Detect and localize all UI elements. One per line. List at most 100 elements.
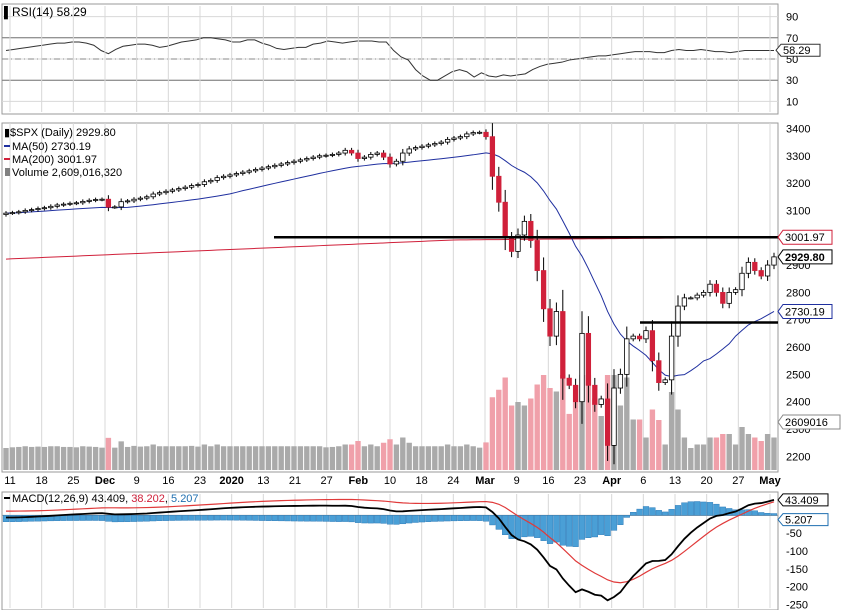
macd-histogram-bar <box>572 515 579 547</box>
candle-body <box>393 160 400 165</box>
macd-histogram-bar <box>162 515 170 521</box>
volume-bar <box>451 446 457 470</box>
candle-body <box>60 203 67 206</box>
volume-bar <box>438 446 444 470</box>
candle-body <box>496 175 502 203</box>
candle-body <box>617 373 624 389</box>
candle-body <box>201 181 208 185</box>
volume-bar <box>572 402 579 470</box>
volume-bar <box>112 447 118 470</box>
x-tick-label: Feb <box>349 475 369 487</box>
volume-bar <box>681 437 688 470</box>
candle-body <box>336 152 342 155</box>
x-tick-label: 13 <box>257 475 269 487</box>
volume-bar <box>201 444 208 470</box>
candle-body <box>3 212 9 215</box>
macd-histogram-bar <box>137 515 144 522</box>
macd-histogram-bar <box>28 515 35 522</box>
ma50-legend-text: MA(50) 2730.19 <box>12 141 91 153</box>
volume-bar <box>636 419 643 470</box>
price-tick-label: 3300 <box>786 151 810 163</box>
macd-histogram-bar <box>214 515 221 521</box>
macd-histogram-bar <box>265 515 272 521</box>
candle-body <box>259 167 265 170</box>
volume-bar <box>444 444 451 470</box>
candle-body <box>48 205 54 209</box>
macd-histogram-bar <box>770 513 778 516</box>
candle-body <box>764 264 771 277</box>
macd-histogram-last-value-box <box>777 513 829 527</box>
volume-bar <box>540 375 547 470</box>
candle-body <box>137 197 144 200</box>
candle-body <box>675 305 681 337</box>
x-tick-label: 9 <box>134 475 140 487</box>
candle-body <box>131 198 137 202</box>
volume-bar <box>598 416 604 470</box>
volume-bar <box>368 444 374 470</box>
macd-histogram-bar <box>297 515 304 522</box>
macd-histogram-bar <box>700 501 707 516</box>
macd-histogram-bar <box>310 515 317 522</box>
volume-bar <box>483 442 489 470</box>
volume-bar <box>28 446 35 470</box>
volume-bar <box>3 448 9 470</box>
volume-bar <box>240 446 246 470</box>
candle-body <box>592 384 598 405</box>
macd-histogram-bar <box>751 510 758 516</box>
price-tick-label: 3200 <box>786 178 810 190</box>
macd-histogram-bar <box>758 512 765 516</box>
candle-body <box>624 338 630 375</box>
macd-histogram-bar <box>175 515 182 521</box>
candle-body <box>361 156 368 159</box>
macd-panel <box>1 491 779 610</box>
price-tick-label: 2200 <box>786 451 810 463</box>
macd-histogram-bar <box>9 515 16 522</box>
volume-bar <box>400 437 406 470</box>
volume-bar <box>521 405 528 470</box>
volume-bar <box>208 446 214 470</box>
macd-histogram-bar <box>674 505 682 516</box>
volume-bar <box>284 446 291 470</box>
volume-bar <box>48 446 54 470</box>
candle-body <box>553 311 560 337</box>
candle-body <box>707 283 713 293</box>
candle-body <box>380 152 387 158</box>
candle-body <box>611 387 617 446</box>
volume-bar <box>649 409 656 470</box>
volume-legend-swatch <box>5 168 10 176</box>
volume-bar <box>9 447 16 470</box>
macd-histogram-bar <box>169 515 176 521</box>
candle-body <box>726 292 732 304</box>
macd-histogram-bar <box>610 515 618 531</box>
volume-bar <box>406 442 412 470</box>
volume-bar <box>297 446 304 470</box>
volume-bar <box>310 446 316 470</box>
candle-body <box>54 204 60 207</box>
macd-histogram-bar <box>546 515 554 544</box>
macd-histogram-bar <box>239 515 246 521</box>
macd-histogram-bar <box>130 515 138 522</box>
volume-bar <box>425 446 432 470</box>
volume-bar <box>124 446 131 470</box>
candle-body <box>598 398 604 405</box>
candle-body <box>694 294 700 299</box>
volume-bar <box>355 441 361 470</box>
macd-histogram-bar <box>438 515 445 522</box>
macd-histogram-bar <box>566 515 573 547</box>
volume-bar <box>457 446 464 470</box>
volume-bar <box>137 446 144 470</box>
macd-legend-text: MACD(12,26,9) 43.409, 38.202, 5.207 <box>12 493 199 505</box>
volume-bar <box>387 439 393 470</box>
volume-bar <box>73 447 80 470</box>
last-volume-label: 2609016 <box>785 417 828 429</box>
volume-bar <box>150 444 156 470</box>
candle-body <box>265 166 272 169</box>
macd-histogram-bar <box>687 501 694 516</box>
rsi-legend-text: RSI(14) 58.29 <box>12 5 87 19</box>
macd-histogram-bar <box>73 515 80 521</box>
macd-histogram-bar <box>156 515 163 521</box>
candle-body <box>739 272 745 291</box>
candle-body <box>80 201 86 204</box>
volume-bar <box>713 437 720 470</box>
macd-histogram-bar <box>354 515 362 523</box>
